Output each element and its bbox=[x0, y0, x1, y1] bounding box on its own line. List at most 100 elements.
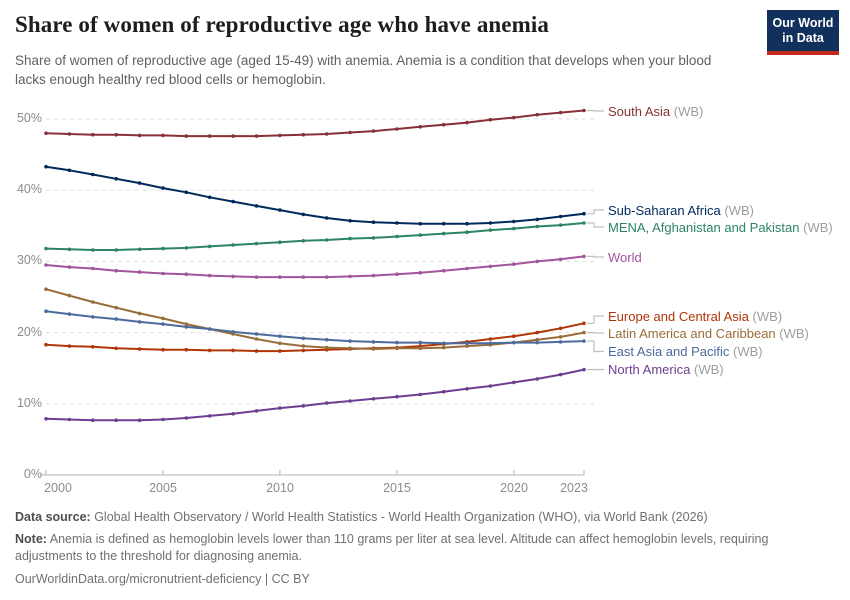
data-point bbox=[278, 208, 282, 212]
y-axis-label-50: 50% bbox=[16, 111, 42, 125]
data-point bbox=[67, 344, 72, 348]
series-north-america[interactable] bbox=[44, 367, 586, 423]
data-point bbox=[114, 418, 118, 423]
series-name: MENA, Afghanistan and Pakistan bbox=[608, 219, 800, 235]
series-europe-and-central-asia[interactable] bbox=[44, 321, 586, 353]
series-label-east-asia-and-pacific[interactable]: East Asia and Pacific (WB) bbox=[608, 343, 763, 360]
series-label-europe-and-central-asia[interactable]: Europe and Central Asia (WB) bbox=[608, 308, 782, 325]
series-label-sub-saharan-africa[interactable]: Sub-Saharan Africa (WB) bbox=[608, 202, 754, 219]
data-point bbox=[371, 397, 376, 401]
data-point bbox=[371, 347, 376, 351]
data-point bbox=[535, 337, 539, 342]
data-point bbox=[535, 217, 539, 222]
data-point bbox=[44, 342, 48, 347]
data-point bbox=[441, 341, 446, 346]
data-point bbox=[301, 348, 306, 353]
data-point bbox=[44, 309, 48, 314]
data-point bbox=[91, 315, 95, 319]
data-point bbox=[301, 336, 306, 341]
data-point bbox=[301, 132, 306, 137]
data-point bbox=[114, 305, 118, 310]
data-point bbox=[44, 246, 48, 251]
note-line: Note: Anemia is defined as hemoglobin le… bbox=[15, 531, 827, 565]
footer-url[interactable]: OurWorldinData.org/micronutrient-deficie… bbox=[15, 572, 310, 586]
data-point bbox=[91, 266, 95, 271]
x-axis-label-2023: 2023 bbox=[560, 481, 588, 495]
data-point bbox=[184, 347, 189, 352]
series-label-north-america[interactable]: North America (WB) bbox=[608, 361, 724, 378]
series-entity-suffix: (WB) bbox=[729, 344, 763, 359]
data-point bbox=[582, 339, 586, 343]
data-point bbox=[67, 168, 72, 173]
data-point bbox=[137, 418, 142, 423]
data-point bbox=[465, 387, 469, 391]
label-connector-europe-and-central-asia bbox=[587, 315, 604, 324]
series-mena-afghanistan-and-pakistan[interactable] bbox=[44, 221, 586, 252]
owid-logo[interactable]: Our World in Data bbox=[767, 10, 839, 55]
data-point bbox=[582, 330, 586, 335]
data-point bbox=[324, 345, 329, 350]
series-south-asia[interactable] bbox=[44, 108, 586, 138]
series-label-south-asia[interactable]: South Asia (WB) bbox=[608, 103, 703, 120]
series-line-north-america bbox=[45, 368, 585, 422]
data-point bbox=[558, 335, 563, 339]
data-point bbox=[512, 334, 516, 339]
series-sub-saharan-africa[interactable] bbox=[44, 164, 586, 226]
data-point bbox=[207, 414, 212, 418]
data-point bbox=[278, 240, 282, 244]
series-latin-america-and-caribbean[interactable] bbox=[44, 287, 586, 351]
data-point bbox=[558, 257, 563, 262]
data-point bbox=[231, 199, 235, 204]
data-point bbox=[91, 418, 95, 423]
data-point bbox=[371, 340, 376, 344]
data-point bbox=[161, 271, 165, 276]
data-point bbox=[207, 273, 212, 278]
series-east-asia-and-pacific[interactable] bbox=[44, 309, 586, 346]
data-point bbox=[91, 345, 95, 349]
data-point bbox=[558, 372, 563, 377]
data-point bbox=[137, 181, 142, 185]
data-point bbox=[231, 330, 235, 334]
series-label-latin-america-and-caribbean[interactable]: Latin America and Caribbean (WB) bbox=[608, 325, 809, 342]
series-name: North America bbox=[608, 362, 691, 377]
data-point bbox=[184, 416, 189, 420]
series-world[interactable] bbox=[44, 254, 586, 279]
data-point bbox=[535, 340, 539, 345]
data-point bbox=[91, 132, 95, 137]
data-point bbox=[91, 300, 95, 304]
data-point bbox=[465, 344, 469, 348]
data-point bbox=[371, 220, 376, 224]
data-point bbox=[535, 224, 539, 229]
data-point bbox=[558, 326, 563, 331]
series-label-world[interactable]: World bbox=[608, 249, 642, 266]
y-axis-label-10: 10% bbox=[16, 395, 42, 410]
series-entity-suffix: (WB) bbox=[748, 308, 783, 324]
data-point bbox=[114, 132, 118, 137]
data-point bbox=[535, 377, 539, 381]
series-label-mena-afghanistan-and-pakistan[interactable]: MENA, Afghanistan and Pakistan (WB) bbox=[608, 219, 833, 236]
data-point bbox=[488, 384, 493, 388]
label-connector-east-asia-and-pacific bbox=[587, 340, 604, 353]
data-point bbox=[418, 392, 423, 397]
data-point bbox=[91, 248, 95, 252]
chart-footer: Data source: Global Health Observatory /… bbox=[15, 509, 827, 588]
data-point bbox=[441, 389, 446, 394]
data-point bbox=[488, 341, 493, 346]
data-point bbox=[348, 274, 352, 279]
data-point bbox=[395, 340, 399, 345]
series-name: East Asia and Pacific bbox=[608, 344, 730, 359]
owid-logo-line2: in Data bbox=[782, 31, 824, 45]
data-point bbox=[137, 270, 142, 274]
data-point bbox=[278, 334, 282, 339]
series-entity-suffix: (WB) bbox=[720, 202, 754, 218]
data-point bbox=[535, 259, 539, 264]
data-point bbox=[301, 212, 306, 217]
data-point bbox=[418, 221, 423, 226]
data-point bbox=[278, 406, 282, 410]
data-source-label: Data source: bbox=[15, 510, 91, 524]
series-entity-suffix: (WB) bbox=[690, 362, 724, 377]
data-point bbox=[395, 234, 399, 239]
data-point bbox=[254, 241, 259, 246]
data-point bbox=[254, 409, 259, 413]
data-point bbox=[114, 177, 118, 181]
